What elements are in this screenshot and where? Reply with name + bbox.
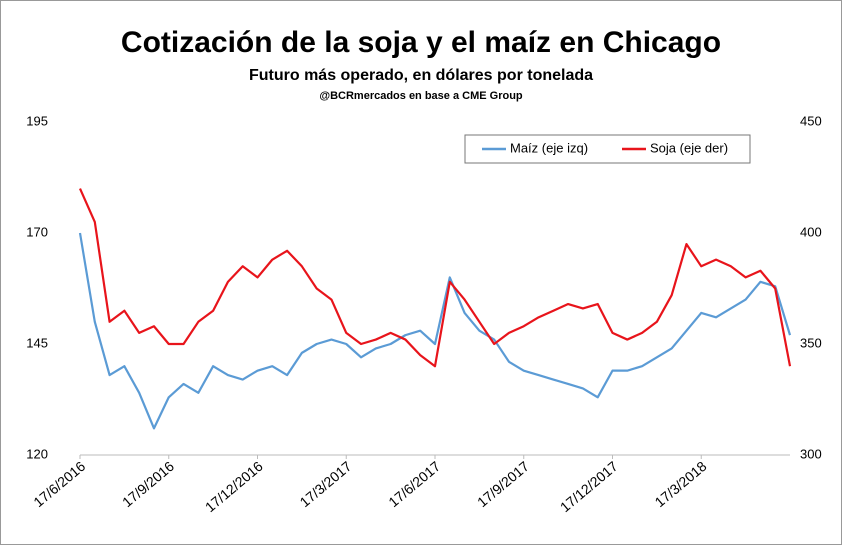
y2-tick-label: 450 (800, 113, 822, 128)
y2-tick-label: 350 (800, 335, 822, 350)
chart-title: Cotización de la soja y el maíz en Chica… (121, 26, 721, 59)
y-tick-label: 145 (26, 335, 48, 350)
y2-tick-label: 300 (800, 446, 822, 461)
y-tick-label: 120 (26, 446, 48, 461)
series-line (78, 188, 792, 368)
chart-subtitle: Futuro más operado, en dólares por tonel… (249, 67, 593, 84)
y-tick-label: 195 (26, 113, 48, 128)
y2-tick-label: 400 (800, 224, 822, 239)
legend-label: Soja (eje der) (650, 140, 728, 155)
legend-label: Maíz (eje izq) (510, 140, 588, 155)
y-tick-label: 170 (26, 224, 48, 239)
series-line (78, 232, 792, 430)
legend-box (464, 134, 751, 164)
source: @BCRmercados en base a CME Group (319, 90, 523, 102)
